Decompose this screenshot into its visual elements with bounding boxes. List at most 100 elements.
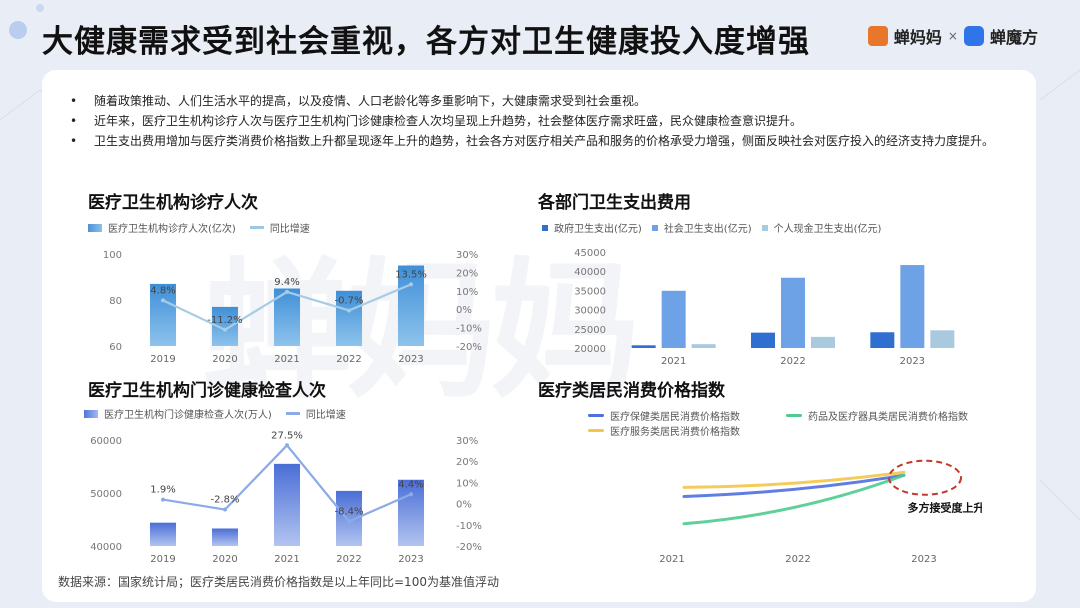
- chart2-plot: 20000 25000 30000 35000 40000 45000 2021 2022 20…: [574, 248, 955, 367]
- bar: [691, 344, 716, 348]
- y-tick-label: 40000: [90, 542, 122, 553]
- y2-tick-label: 10%: [456, 287, 478, 298]
- data-source-note: 数据来源：国家统计局；医疗类居民消费价格指数是以上年同比=100为基准值浮动: [58, 575, 499, 589]
- x-tick-label: 2020: [212, 554, 237, 565]
- y-tick-label: 45000: [574, 248, 606, 259]
- legend-label: 同比增速: [305, 410, 346, 421]
- series-line: [682, 473, 906, 526]
- y-tick-label: 20000: [574, 344, 606, 355]
- data-label: 27.5%: [271, 430, 303, 441]
- chart3-plot: 40000 50000 60000 -20% -10% 0% 10% 20% 30% 2019 20…: [90, 430, 482, 565]
- y-tick-label: 35000: [574, 286, 606, 297]
- chart1-legend: 医疗卫生机构诊疗人次(亿次) 同比增速: [88, 220, 310, 235]
- growth-point: [347, 308, 351, 313]
- bar: [781, 277, 805, 348]
- content-card: 蝉妈妈 随着政策推动、人们生活水平的提高，以及疫情、人口老龄化等多重影响下，大健…: [42, 70, 1036, 602]
- chart2-legend: 政府卫生支出(亿元) 社会卫生支出(亿元) 个人现金卫生支出(亿元): [542, 220, 881, 235]
- y2-tick-label: -10%: [456, 324, 482, 335]
- series-line: [682, 470, 906, 489]
- bar: [273, 463, 301, 546]
- legend-label: 社会卫生支出(亿元): [663, 224, 752, 235]
- chart2-title: 各部门卫生支出费用: [538, 193, 691, 213]
- growth-point: [409, 492, 413, 497]
- growth-point: [285, 443, 289, 448]
- highlight-ellipse: [888, 459, 962, 496]
- chart3-title: 医疗卫生机构门诊健康检查人次: [88, 381, 326, 401]
- series-line: [682, 473, 906, 498]
- bar: [811, 336, 835, 348]
- data-label: 4.8%: [150, 285, 175, 296]
- x-tick-label: 2022: [336, 554, 361, 565]
- legend-swatch: [651, 224, 658, 231]
- y-tick-label: 25000: [574, 325, 606, 336]
- x-tick-label: 2023: [398, 554, 423, 565]
- brand-logos: 蝉妈妈 × 蝉魔方: [867, 24, 1038, 48]
- growth-point: [285, 289, 289, 294]
- x-tick-label: 2020: [212, 354, 237, 365]
- bullet-item: 近年来，医疗卫生机构诊疗人次与医疗卫生机构门诊健康检查人次均呈现上升趋势，社会整…: [68, 112, 1018, 131]
- legend-line-swatch: [249, 226, 264, 229]
- data-label: 13.5%: [395, 269, 427, 280]
- x-tick-label: 2021: [659, 554, 684, 565]
- legend-label: 医疗卫生机构门诊健康检查人次(万人): [104, 410, 272, 421]
- x-tick-label: 2023: [911, 554, 936, 565]
- legend-bar-swatch: [88, 223, 102, 232]
- y2-tick-label: 0%: [456, 500, 472, 511]
- y-tick-label: 40000: [574, 267, 606, 278]
- growth-point: [347, 519, 351, 524]
- legend-label: 个人现金卫生支出(亿元): [773, 224, 882, 235]
- bar: [149, 283, 177, 346]
- legend-line-swatch: [588, 414, 604, 417]
- bar: [900, 265, 925, 348]
- y-tick-label: 60000: [90, 436, 122, 447]
- data-label: -11.2%: [207, 315, 242, 326]
- y-tick-label: 60: [109, 342, 122, 353]
- y2-tick-label: 30%: [456, 436, 478, 447]
- legend-swatch: [761, 224, 768, 231]
- chart4-legend-3: 医疗服务类居民消费价格指数: [588, 423, 740, 438]
- x-tick-label: 2019: [150, 354, 175, 365]
- growth-point: [161, 298, 165, 303]
- bar: [631, 345, 656, 348]
- annotation-label: 多方接受度上升: [908, 501, 983, 515]
- chart1-title: 医疗卫生机构诊疗人次: [88, 193, 258, 213]
- legend-line-swatch: [588, 429, 604, 432]
- x-tick-label: 2022: [780, 356, 805, 367]
- summary-bullets: 随着政策推动、人们生活水平的提高，以及疫情、人口老龄化等多重影响下，大健康需求受…: [68, 92, 1018, 152]
- growth-point: [161, 497, 165, 502]
- chart4-title: 医疗类居民消费价格指数: [538, 381, 725, 401]
- legend-label: 药品及医疗器具类居民消费价格指数: [808, 412, 968, 423]
- chanmofang-logo-icon: [963, 26, 984, 46]
- growth-point: [223, 327, 227, 332]
- brand-a: 蝉妈妈: [893, 28, 942, 47]
- y-tick-label: 100: [103, 250, 122, 261]
- chanmama-logo-icon: [867, 26, 888, 46]
- x-tick-label: 2021: [274, 354, 299, 365]
- bar: [661, 290, 686, 348]
- x-tick-label: 2021: [661, 356, 686, 367]
- legend-label: 医疗保健类居民消费价格指数: [610, 412, 740, 423]
- y2-tick-label: 20%: [456, 268, 478, 279]
- bar: [335, 290, 363, 346]
- x-tick-label: 2022: [785, 554, 810, 565]
- chart4-legend-1: 医疗保健类居民消费价格指数: [588, 408, 740, 423]
- x-tick-label: 2023: [398, 354, 423, 365]
- legend-bar-swatch: [84, 409, 98, 418]
- y2-tick-label: 30%: [456, 250, 478, 261]
- data-label: 1.9%: [150, 485, 175, 496]
- y-tick-label: 50000: [90, 489, 122, 500]
- y2-tick-label: -20%: [456, 542, 482, 553]
- bar: [870, 332, 895, 348]
- growth-point: [223, 507, 227, 512]
- growth-point: [409, 282, 413, 287]
- legend-label: 同比增速: [269, 224, 310, 235]
- y2-tick-label: 20%: [456, 457, 478, 468]
- y-tick-label: 30000: [574, 306, 606, 317]
- x-tick-label: 2022: [336, 354, 361, 365]
- bullet-item: 随着政策推动、人们生活水平的提高，以及疫情、人口老龄化等多重影响下，大健康需求受…: [68, 92, 1018, 111]
- y2-tick-label: 0%: [456, 305, 472, 316]
- data-label: -8.4%: [334, 506, 363, 517]
- legend-swatch: [542, 224, 548, 231]
- y-tick-label: 80: [109, 296, 122, 307]
- legend-label: 政府卫生支出(亿元): [554, 224, 642, 235]
